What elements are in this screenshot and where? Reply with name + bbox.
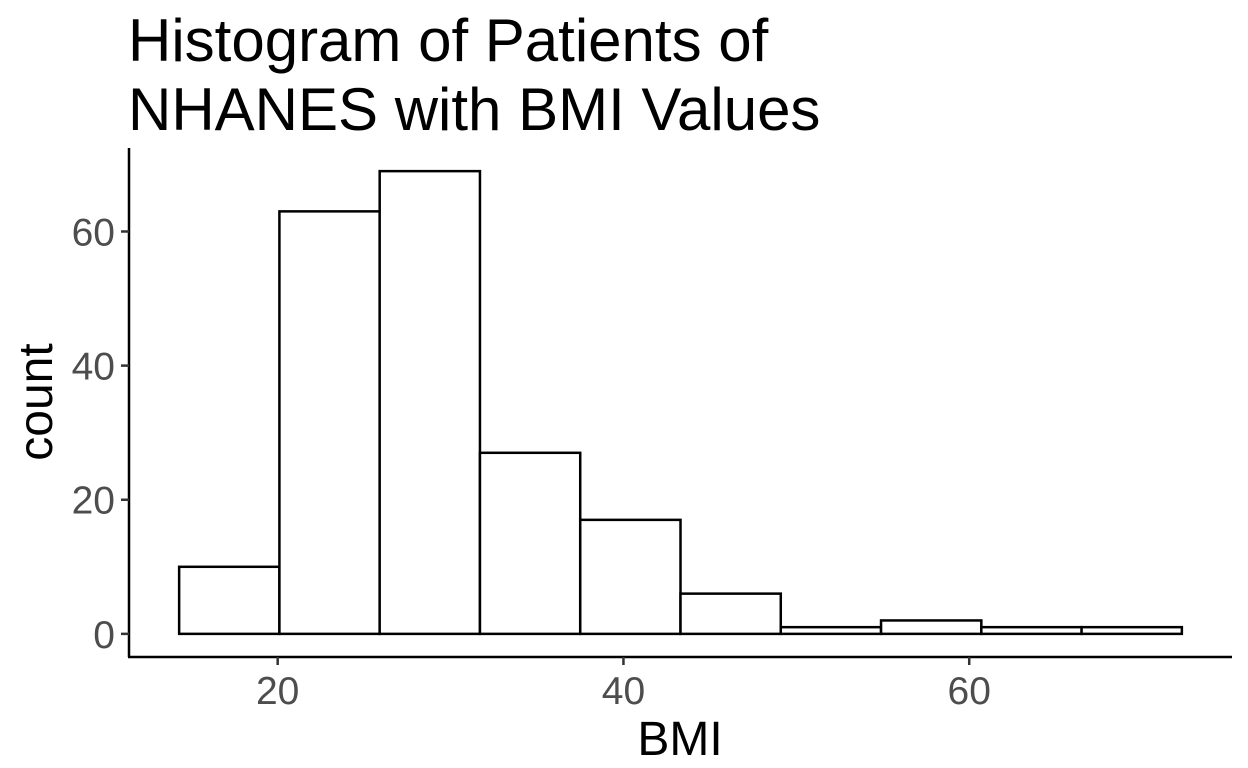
histogram-bar (478, 451, 582, 636)
histogram-bar (779, 625, 883, 636)
x-axis-title: BMI (637, 713, 722, 766)
y-tick-label: 60 (72, 211, 115, 254)
histogram-bar (980, 625, 1083, 636)
x-tick-label: 60 (948, 670, 991, 713)
histogram-bars (177, 169, 1184, 636)
histogram-bar (378, 169, 482, 636)
histogram-bar (278, 210, 381, 636)
y-tick-label: 20 (72, 480, 115, 523)
histogram-bar (879, 619, 983, 636)
histogram-bar (1080, 625, 1184, 636)
histogram-bar (177, 565, 281, 636)
histogram-bar (578, 518, 682, 636)
chart-title-line-2: NHANES with BMI Values (128, 76, 820, 143)
y-tick-label: 40 (72, 346, 115, 389)
histogram-bar (679, 592, 783, 636)
x-tick-label: 20 (256, 670, 299, 713)
y-axis-title: count (10, 343, 63, 460)
x-tick-label: 40 (602, 670, 645, 713)
y-tick-label: 0 (93, 614, 115, 657)
chart-title-line-1: Histogram of Patients of (128, 7, 769, 74)
y-axis-ticks: 0 20 40 60 (72, 211, 129, 657)
x-axis-ticks: 20 40 60 (256, 657, 991, 713)
